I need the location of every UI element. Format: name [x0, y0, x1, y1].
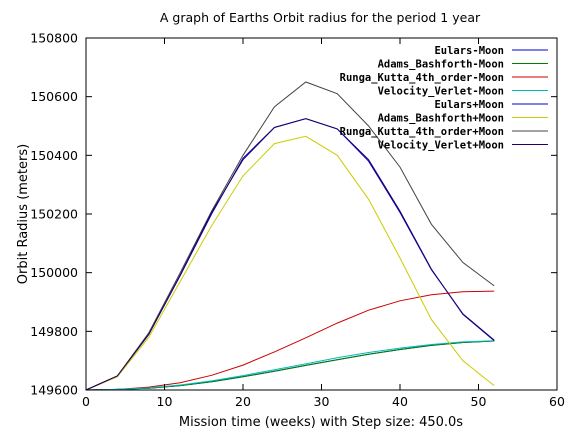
y-tick-label: 150600 — [30, 89, 78, 104]
x-axis-label: Mission time (weeks) with Step size: 450… — [179, 415, 463, 430]
legend-label: Eulars+Moon — [434, 99, 504, 111]
legend-label: Runga_Kutta_4th_order+Moon — [340, 126, 504, 138]
y-tick-label: 149800 — [30, 324, 78, 339]
y-axis-label: Orbit Radius (meters) — [16, 144, 31, 284]
y-tick-label: 150400 — [30, 148, 78, 163]
x-tick-label: 40 — [392, 394, 408, 409]
x-tick-label: 30 — [314, 394, 330, 409]
legend-label: Adams_Bashforth-Moon — [378, 59, 504, 71]
ticks-group: 0 10 20 30 40 50 60 149600 149800 150000 150200 150… — [30, 31, 565, 410]
series-line-6 — [85, 135, 495, 391]
legend-label: Velocity_Verlet-Moon — [378, 86, 504, 98]
legend-label: Adams_Bashforth+Moon — [378, 113, 504, 125]
series-line-1 — [85, 340, 495, 391]
legend-label: Runga_Kutta_4th_order-Moon — [340, 72, 504, 84]
legend-label: Velocity_Verlet+Moon — [378, 140, 504, 152]
series-line-4 — [85, 340, 495, 391]
series-line-3 — [85, 290, 495, 391]
y-tick-label: 150200 — [30, 207, 78, 222]
legend: Eulars-MoonAdams_Bashforth-MoonRunga_Kut… — [340, 45, 548, 152]
x-tick-label: 0 — [82, 394, 90, 409]
legend-label: Eulars-Moon — [434, 45, 504, 57]
series-group — [85, 81, 495, 391]
series-line-8 — [85, 118, 495, 391]
x-tick-label: 20 — [235, 394, 251, 409]
x-tick-label: 50 — [471, 394, 487, 409]
series-line-5 — [85, 118, 495, 391]
chart-title: A graph of Earths Orbit radius for the p… — [160, 10, 481, 25]
y-tick-label: 150800 — [30, 31, 78, 46]
y-tick-label: 149600 — [30, 383, 78, 398]
y-tick-label: 150000 — [30, 265, 78, 280]
series-line-2 — [85, 340, 495, 391]
series-line-7 — [85, 81, 495, 391]
x-tick-label: 10 — [157, 394, 173, 409]
x-tick-label: 60 — [549, 394, 565, 409]
